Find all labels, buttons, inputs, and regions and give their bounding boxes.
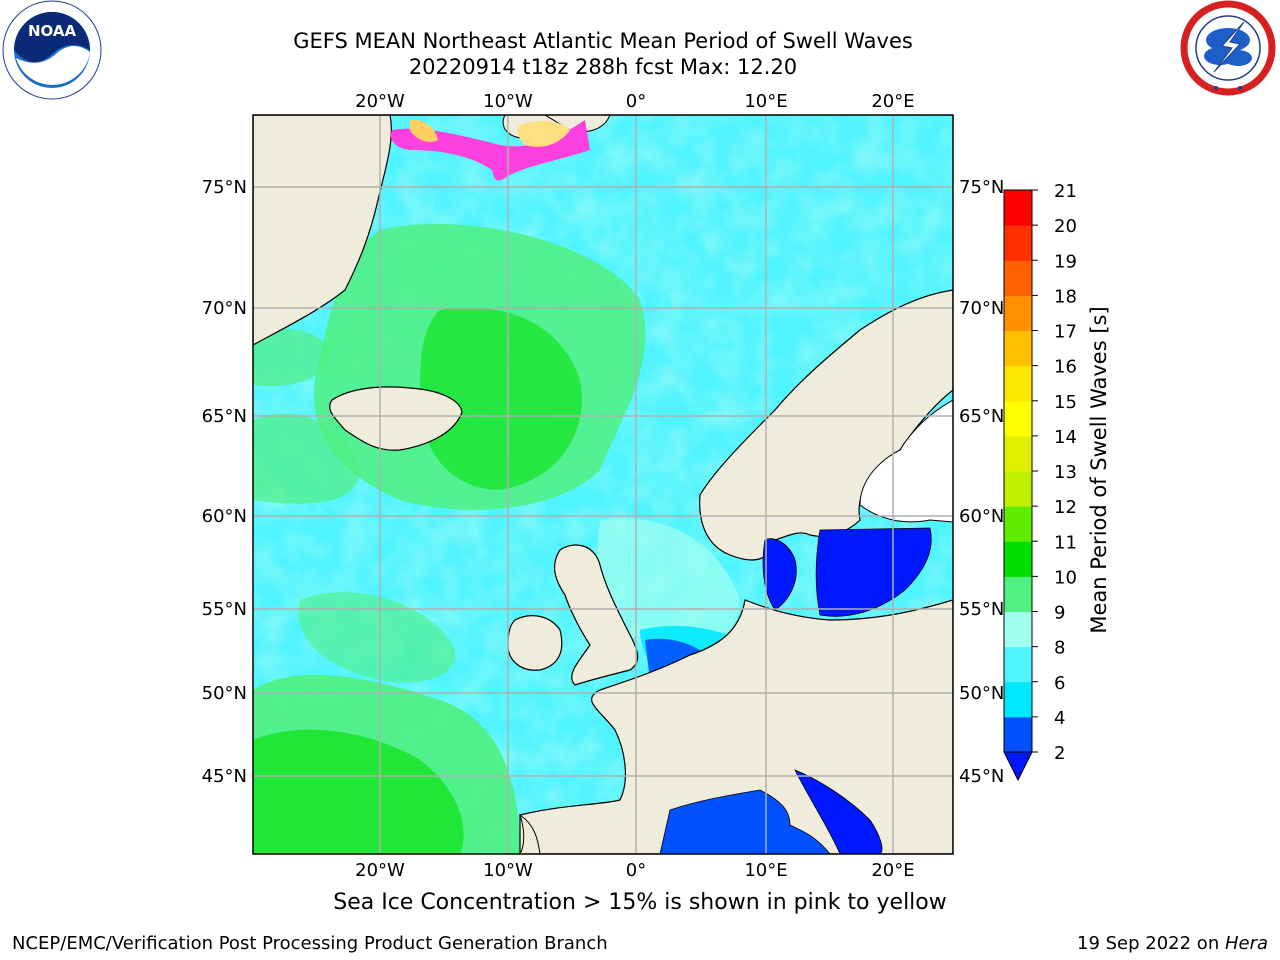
- nws-logo: [1180, 0, 1276, 96]
- lon-tick-label: 10°W: [483, 91, 533, 112]
- colorbar-segment: [1004, 611, 1032, 648]
- lat-tick-label: 60°N: [959, 506, 1004, 527]
- lat-tick-label: 65°N: [959, 406, 1004, 427]
- lat-tick-label: 45°N: [202, 766, 247, 787]
- land-europe: [519, 599, 953, 854]
- land-ireland: [507, 615, 563, 671]
- colorbar-tick-label: 18: [1054, 286, 1077, 307]
- sea-ice: [390, 120, 590, 181]
- footer-host: Hera: [1224, 933, 1268, 954]
- colorbar-label: Mean Period of Swell Waves [s]: [1087, 306, 1111, 633]
- noaa-logo: NOAA: [2, 0, 102, 100]
- lat-tick-label: 75°N: [959, 177, 1004, 198]
- lon-tick-label: 20°W: [355, 91, 405, 112]
- colorbar-segment: [1004, 400, 1032, 437]
- colorbar-tick-label: 12: [1054, 497, 1077, 518]
- chart-title: GEFS MEAN Northeast Atlantic Mean Period…: [293, 29, 913, 53]
- lat-tick-label: 70°N: [202, 298, 247, 319]
- chart-subtitle: 20220914 t18z 288h fcst Max: 12.20: [408, 55, 798, 79]
- lat-tick-label: 60°N: [202, 506, 247, 527]
- mediterranean: [659, 789, 831, 854]
- noaa-logo-text: NOAA: [28, 22, 77, 40]
- lon-tick-label: 0°: [626, 91, 646, 112]
- colorbar-tick-label: 10: [1054, 567, 1077, 588]
- colorbar-segment: [1004, 190, 1032, 226]
- map-frame: [252, 114, 954, 855]
- footer-left: NCEP/EMC/Verification Post Processing Pr…: [12, 933, 608, 954]
- colorbar-segment: [1004, 295, 1032, 331]
- lon-ticks-bottom: 20°W 10°W 0° 10°E 20°E: [355, 860, 914, 881]
- colorbar-segment: [1004, 225, 1032, 261]
- colorbar-tick-label: 15: [1054, 392, 1077, 413]
- lon-tick-label: 10°E: [744, 91, 787, 112]
- colorbar-segment: [1004, 681, 1032, 718]
- lat-ticks-left: 75°N 70°N 65°N 60°N 55°N 50°N 45°N: [202, 177, 247, 787]
- colorbar-segment: [1004, 435, 1032, 472]
- colorbar-segment: [1004, 506, 1032, 542]
- land-iceland: [329, 386, 463, 451]
- lat-tick-label: 65°N: [202, 406, 247, 427]
- colorbar: 2 4 6 8 9 10 11 12 13 14 15 16 17 18 19 20 21: [1003, 181, 1077, 782]
- lon-tick-label: 20°E: [871, 91, 914, 112]
- colorbar-tick-label: 14: [1054, 427, 1077, 448]
- colorbar-segment: [1004, 541, 1032, 577]
- colorbar-tick-label: 16: [1054, 357, 1077, 378]
- lat-ticks-right: 75°N 70°N 65°N 60°N 55°N 50°N 45°N: [959, 177, 1004, 787]
- lon-tick-label: 0°: [626, 860, 646, 881]
- lat-tick-label: 55°N: [202, 599, 247, 620]
- colorbar-tick-label: 17: [1054, 322, 1077, 343]
- footer-date: 19 Sep 2022 on: [1077, 933, 1225, 954]
- colorbar-tick-label: 20: [1054, 216, 1077, 237]
- lat-tick-label: 75°N: [202, 177, 247, 198]
- lat-tick-label: 45°N: [959, 766, 1004, 787]
- colorbar-tick-label: 21: [1054, 181, 1077, 202]
- colorbar-tick-label: 4: [1054, 708, 1065, 729]
- colorbar-tick-label: 19: [1054, 251, 1077, 272]
- lat-tick-label: 50°N: [202, 683, 247, 704]
- lon-ticks-top: 20°W 10°W 0° 10°E 20°E: [355, 91, 914, 112]
- colorbar-tick-label: 11: [1054, 532, 1077, 553]
- footer-right: 19 Sep 2022 on Hera: [1077, 933, 1268, 954]
- colorbar-segment: [1004, 330, 1032, 367]
- colorbar-tick-label: 2: [1054, 743, 1065, 764]
- lon-tick-label: 20°W: [355, 860, 405, 881]
- colorbar-tick-label: 6: [1054, 673, 1065, 694]
- colorbar-segment: [1004, 576, 1032, 612]
- colorbar-segment: [1004, 471, 1032, 507]
- colorbar-segment: [1004, 716, 1032, 753]
- land-great-britain: [553, 544, 639, 686]
- lat-tick-label: 70°N: [959, 298, 1004, 319]
- colorbar-tick-label: 13: [1054, 462, 1077, 483]
- colorbar-extend-arrow: [1003, 751, 1033, 782]
- lon-tick-label: 20°E: [871, 860, 914, 881]
- lat-tick-label: 55°N: [959, 599, 1004, 620]
- lon-tick-label: 10°E: [744, 860, 787, 881]
- sea-ice-caption: Sea Ice Concentration > 15% is shown in …: [333, 890, 947, 915]
- colorbar-segment: [1004, 646, 1032, 683]
- map-gridlines: [253, 115, 953, 854]
- colorbar-segment: [1004, 365, 1032, 402]
- map-area: [253, 115, 953, 854]
- colorbar-tick-label: 9: [1054, 603, 1065, 624]
- lon-tick-label: 10°W: [483, 860, 533, 881]
- colorbar-segment: [1004, 260, 1032, 296]
- colorbar-tick-label: 8: [1054, 638, 1065, 659]
- lat-tick-label: 50°N: [959, 683, 1004, 704]
- land-greenland: [253, 115, 392, 346]
